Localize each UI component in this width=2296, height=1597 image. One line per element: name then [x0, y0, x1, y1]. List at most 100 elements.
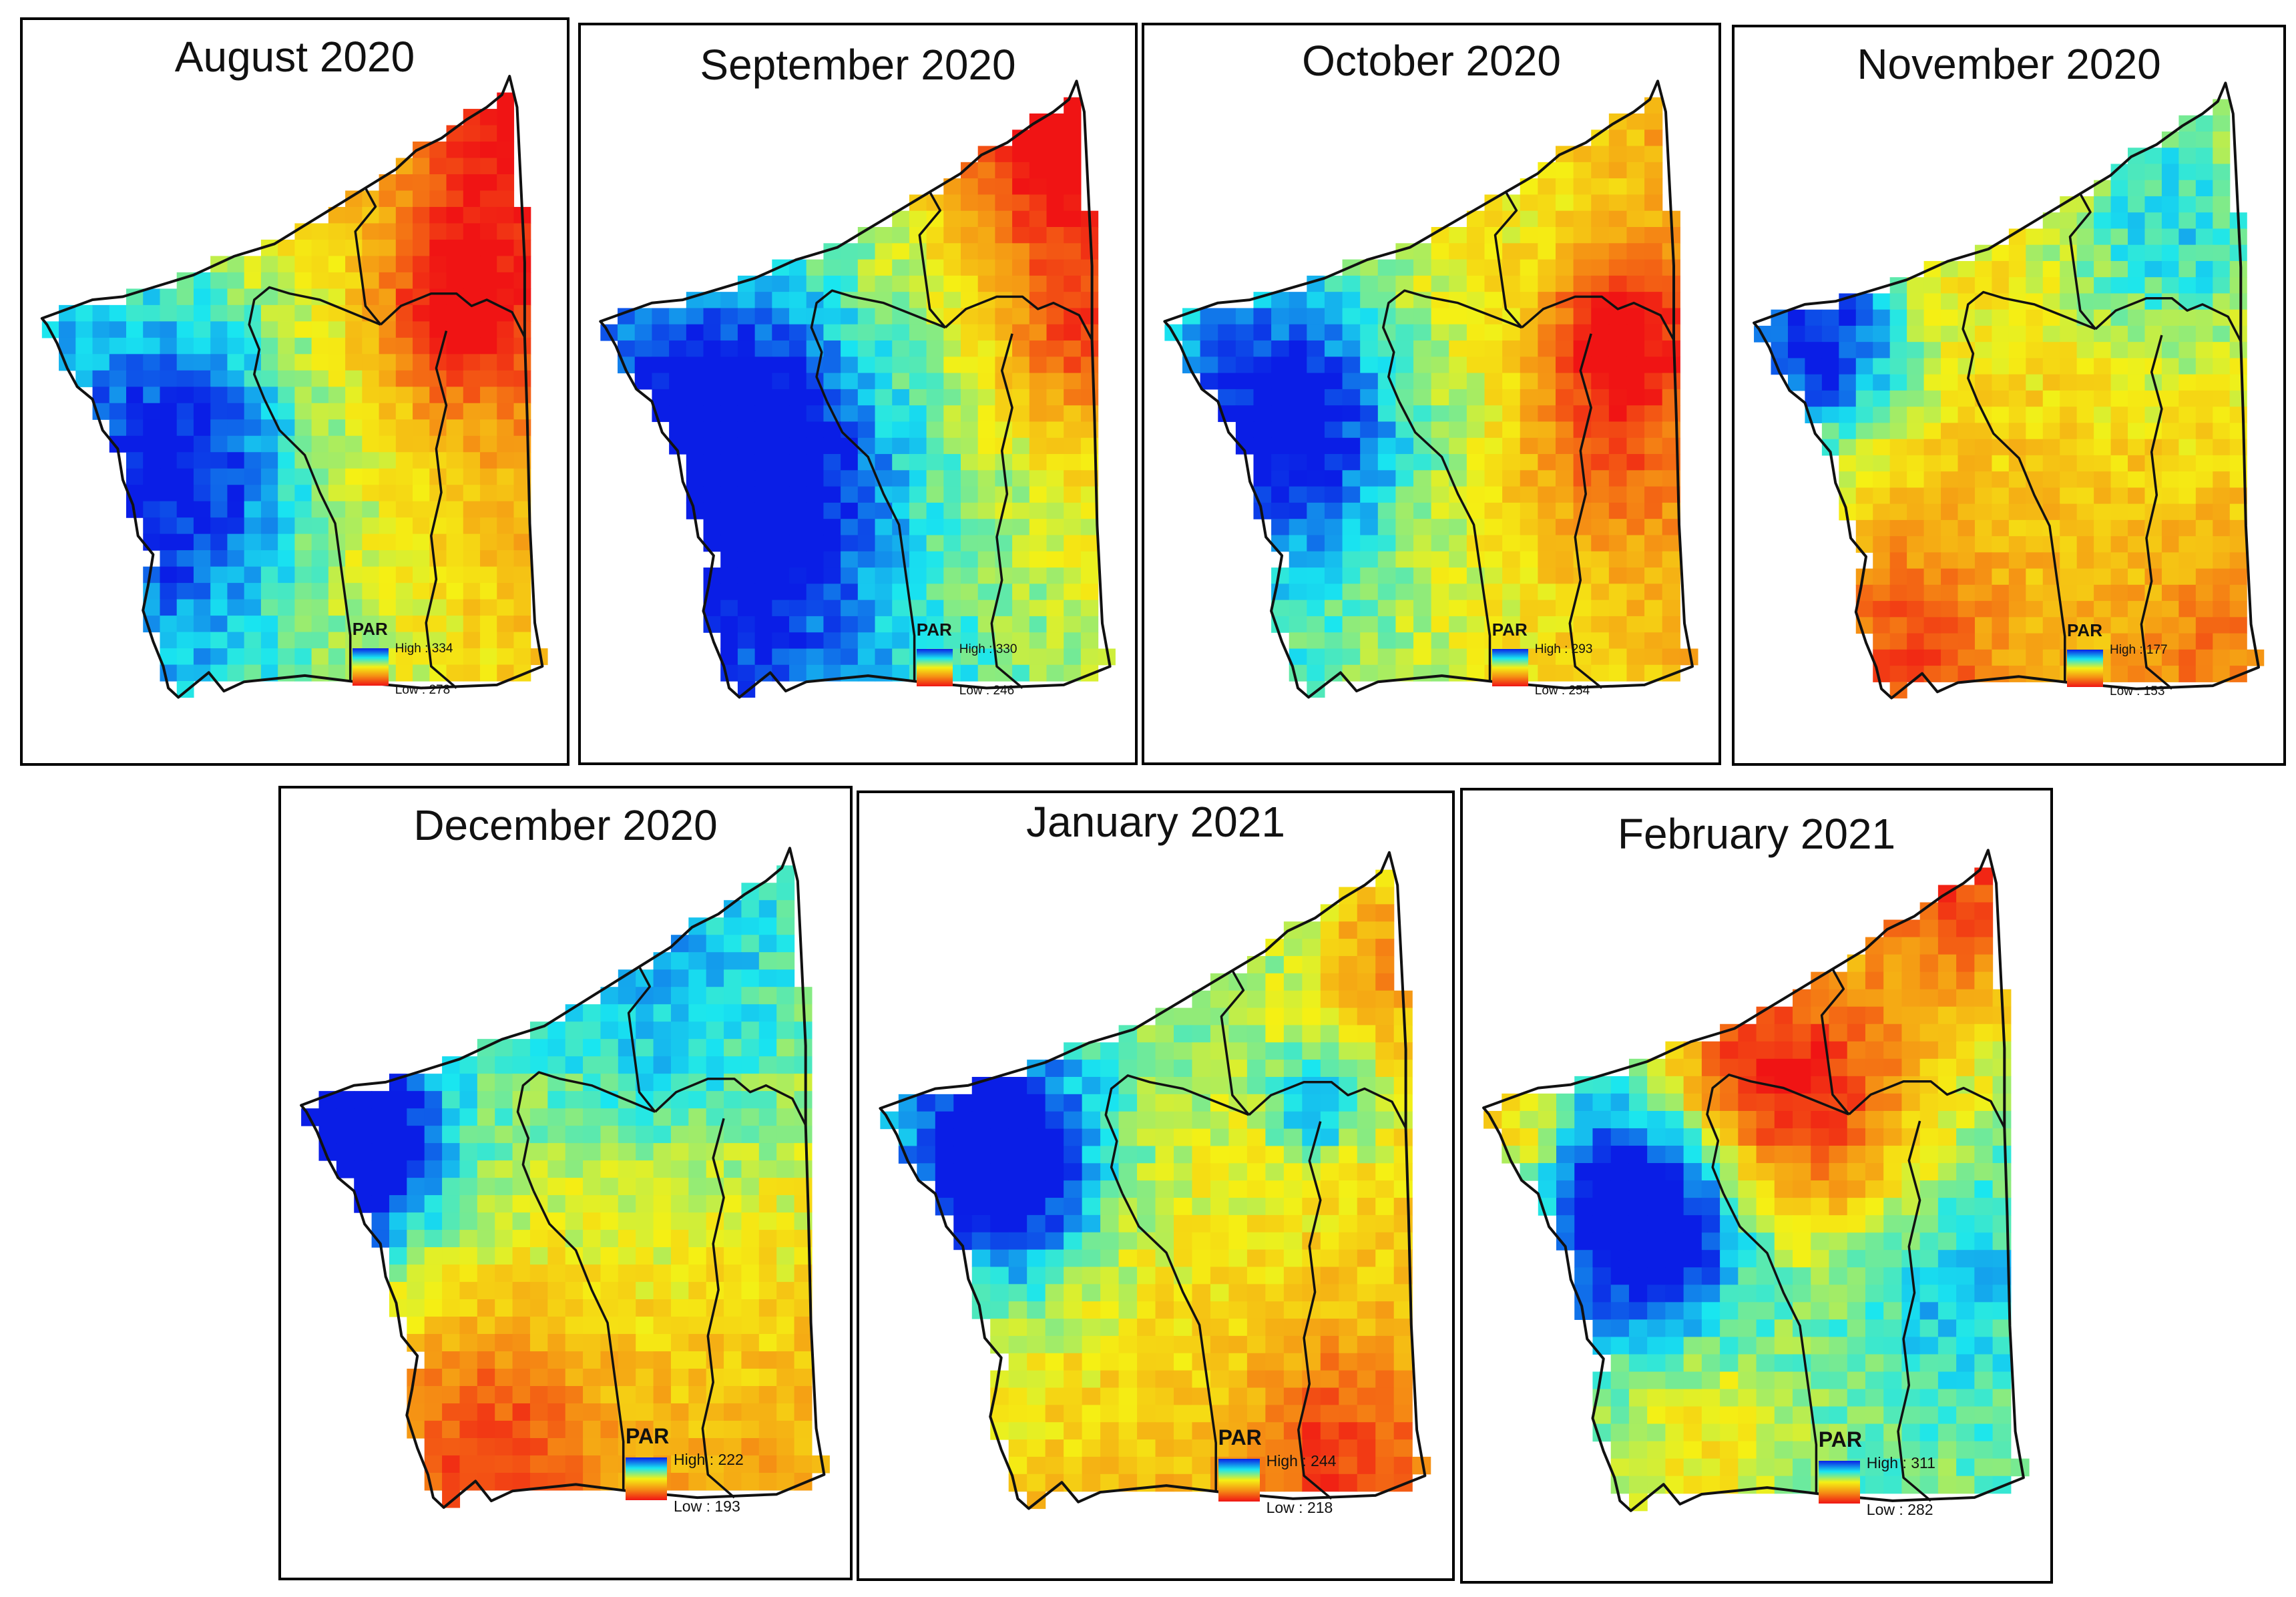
raster-cell — [1847, 1389, 1866, 1407]
raster-cell — [160, 533, 178, 551]
raster-cell — [961, 275, 979, 292]
raster-cell — [669, 308, 687, 325]
legend-high-label: High : 177 — [2110, 643, 2168, 657]
raster-cell — [1449, 405, 1467, 423]
raster-cell — [1937, 937, 1957, 955]
raster-cell — [724, 917, 742, 935]
raster-cell — [2110, 358, 2128, 375]
raster-cell — [389, 1212, 407, 1230]
raster-cell — [1377, 502, 1397, 519]
raster-cell — [424, 1195, 443, 1213]
raster-cell — [1357, 1249, 1376, 1268]
raster-cell — [395, 435, 413, 453]
raster-cell — [2008, 260, 2026, 278]
raster-cell — [1182, 324, 1201, 341]
raster-cell — [2213, 164, 2231, 181]
raster-cell — [345, 337, 363, 355]
raster-cell — [1829, 1110, 1848, 1129]
raster-cell — [1992, 601, 2010, 618]
raster-cell — [2178, 455, 2197, 472]
raster-cell — [2094, 260, 2112, 278]
raster-cell — [1307, 308, 1325, 325]
raster-cell — [1324, 470, 1343, 487]
raster-cell — [1958, 633, 1976, 650]
raster-cell — [1883, 1058, 1903, 1077]
raster-cell — [636, 1386, 654, 1404]
raster-cell — [1413, 584, 1432, 601]
raster-cell — [741, 1056, 760, 1074]
raster-cell — [1865, 954, 1884, 973]
raster-cell — [961, 551, 979, 568]
raster-cell — [1029, 308, 1048, 325]
raster-cell — [2195, 649, 2213, 666]
raster-cell — [1289, 632, 1307, 650]
raster-cell — [1008, 1405, 1027, 1423]
raster-cell — [841, 648, 859, 666]
raster-cell — [1592, 1215, 1612, 1233]
raster-cell — [2008, 325, 2026, 343]
raster-cell — [703, 535, 721, 552]
raster-cell — [1289, 567, 1307, 584]
raster-cell — [1901, 1006, 1921, 1025]
raster-cell — [529, 1317, 548, 1335]
raster-cell — [354, 1178, 373, 1196]
raster-cell — [1665, 1302, 1684, 1320]
raster-cell — [1662, 584, 1680, 601]
raster-cell — [1907, 536, 1925, 553]
raster-cell — [1027, 1111, 1046, 1130]
raster-cell — [2195, 407, 2213, 423]
raster-cell — [109, 354, 127, 371]
raster-cell — [1538, 1146, 1557, 1164]
raster-cell — [1829, 1006, 1848, 1025]
raster-cell — [278, 256, 295, 273]
raster-cell — [1339, 1301, 1358, 1319]
raster-cell — [2042, 601, 2060, 618]
raster-cells — [41, 92, 548, 698]
raster-cell — [1118, 1163, 1138, 1181]
raster-cell — [1502, 584, 1521, 601]
raster-cell — [1644, 259, 1663, 276]
raster-cell — [953, 1214, 973, 1233]
raster-cell — [1847, 1250, 1866, 1268]
raster-cell — [1046, 146, 1064, 163]
raster-cell — [670, 1021, 689, 1040]
raster-cell — [2178, 617, 2197, 634]
raster-cell — [1027, 1405, 1046, 1423]
raster-cell — [1253, 470, 1272, 487]
raster-cell — [2008, 390, 2026, 407]
region-outline — [599, 79, 1112, 699]
raster-cell — [1246, 1180, 1266, 1198]
raster-cell — [1118, 1284, 1138, 1302]
raster-cell — [1360, 357, 1379, 374]
raster-cell — [210, 337, 228, 355]
raster-cell — [1538, 324, 1556, 341]
raster-cell — [1573, 162, 1592, 179]
raster-cell — [1662, 373, 1680, 390]
raster-cell — [2161, 455, 2179, 472]
raster-cell — [362, 550, 380, 567]
raster-cell — [875, 551, 893, 568]
raster-cell — [1821, 342, 1839, 359]
raster-cell — [1431, 486, 1449, 503]
panel-title: January 2021 — [1026, 798, 1285, 846]
raster-cell — [2042, 552, 2060, 569]
raster-cell — [1883, 1389, 1903, 1407]
raster-cell — [1555, 275, 1574, 292]
raster-cell — [724, 1247, 742, 1265]
raster-cell — [1357, 1094, 1376, 1112]
raster-cell — [513, 354, 531, 371]
raster-cell — [776, 1265, 795, 1283]
raster-cell — [1573, 227, 1592, 244]
raster-cell — [1008, 1094, 1027, 1112]
raster-cell — [1520, 616, 1538, 633]
raster-cell — [463, 125, 481, 142]
raster-cell — [1974, 1371, 1994, 1390]
raster-cell — [1431, 551, 1449, 568]
raster-cell — [1064, 259, 1082, 276]
raster-cell — [1008, 1232, 1027, 1250]
raster-cell — [143, 501, 161, 518]
raster-cell — [1360, 275, 1379, 292]
raster-cell — [926, 275, 944, 292]
raster-cell — [1046, 357, 1064, 374]
raster-cell — [1626, 210, 1645, 228]
